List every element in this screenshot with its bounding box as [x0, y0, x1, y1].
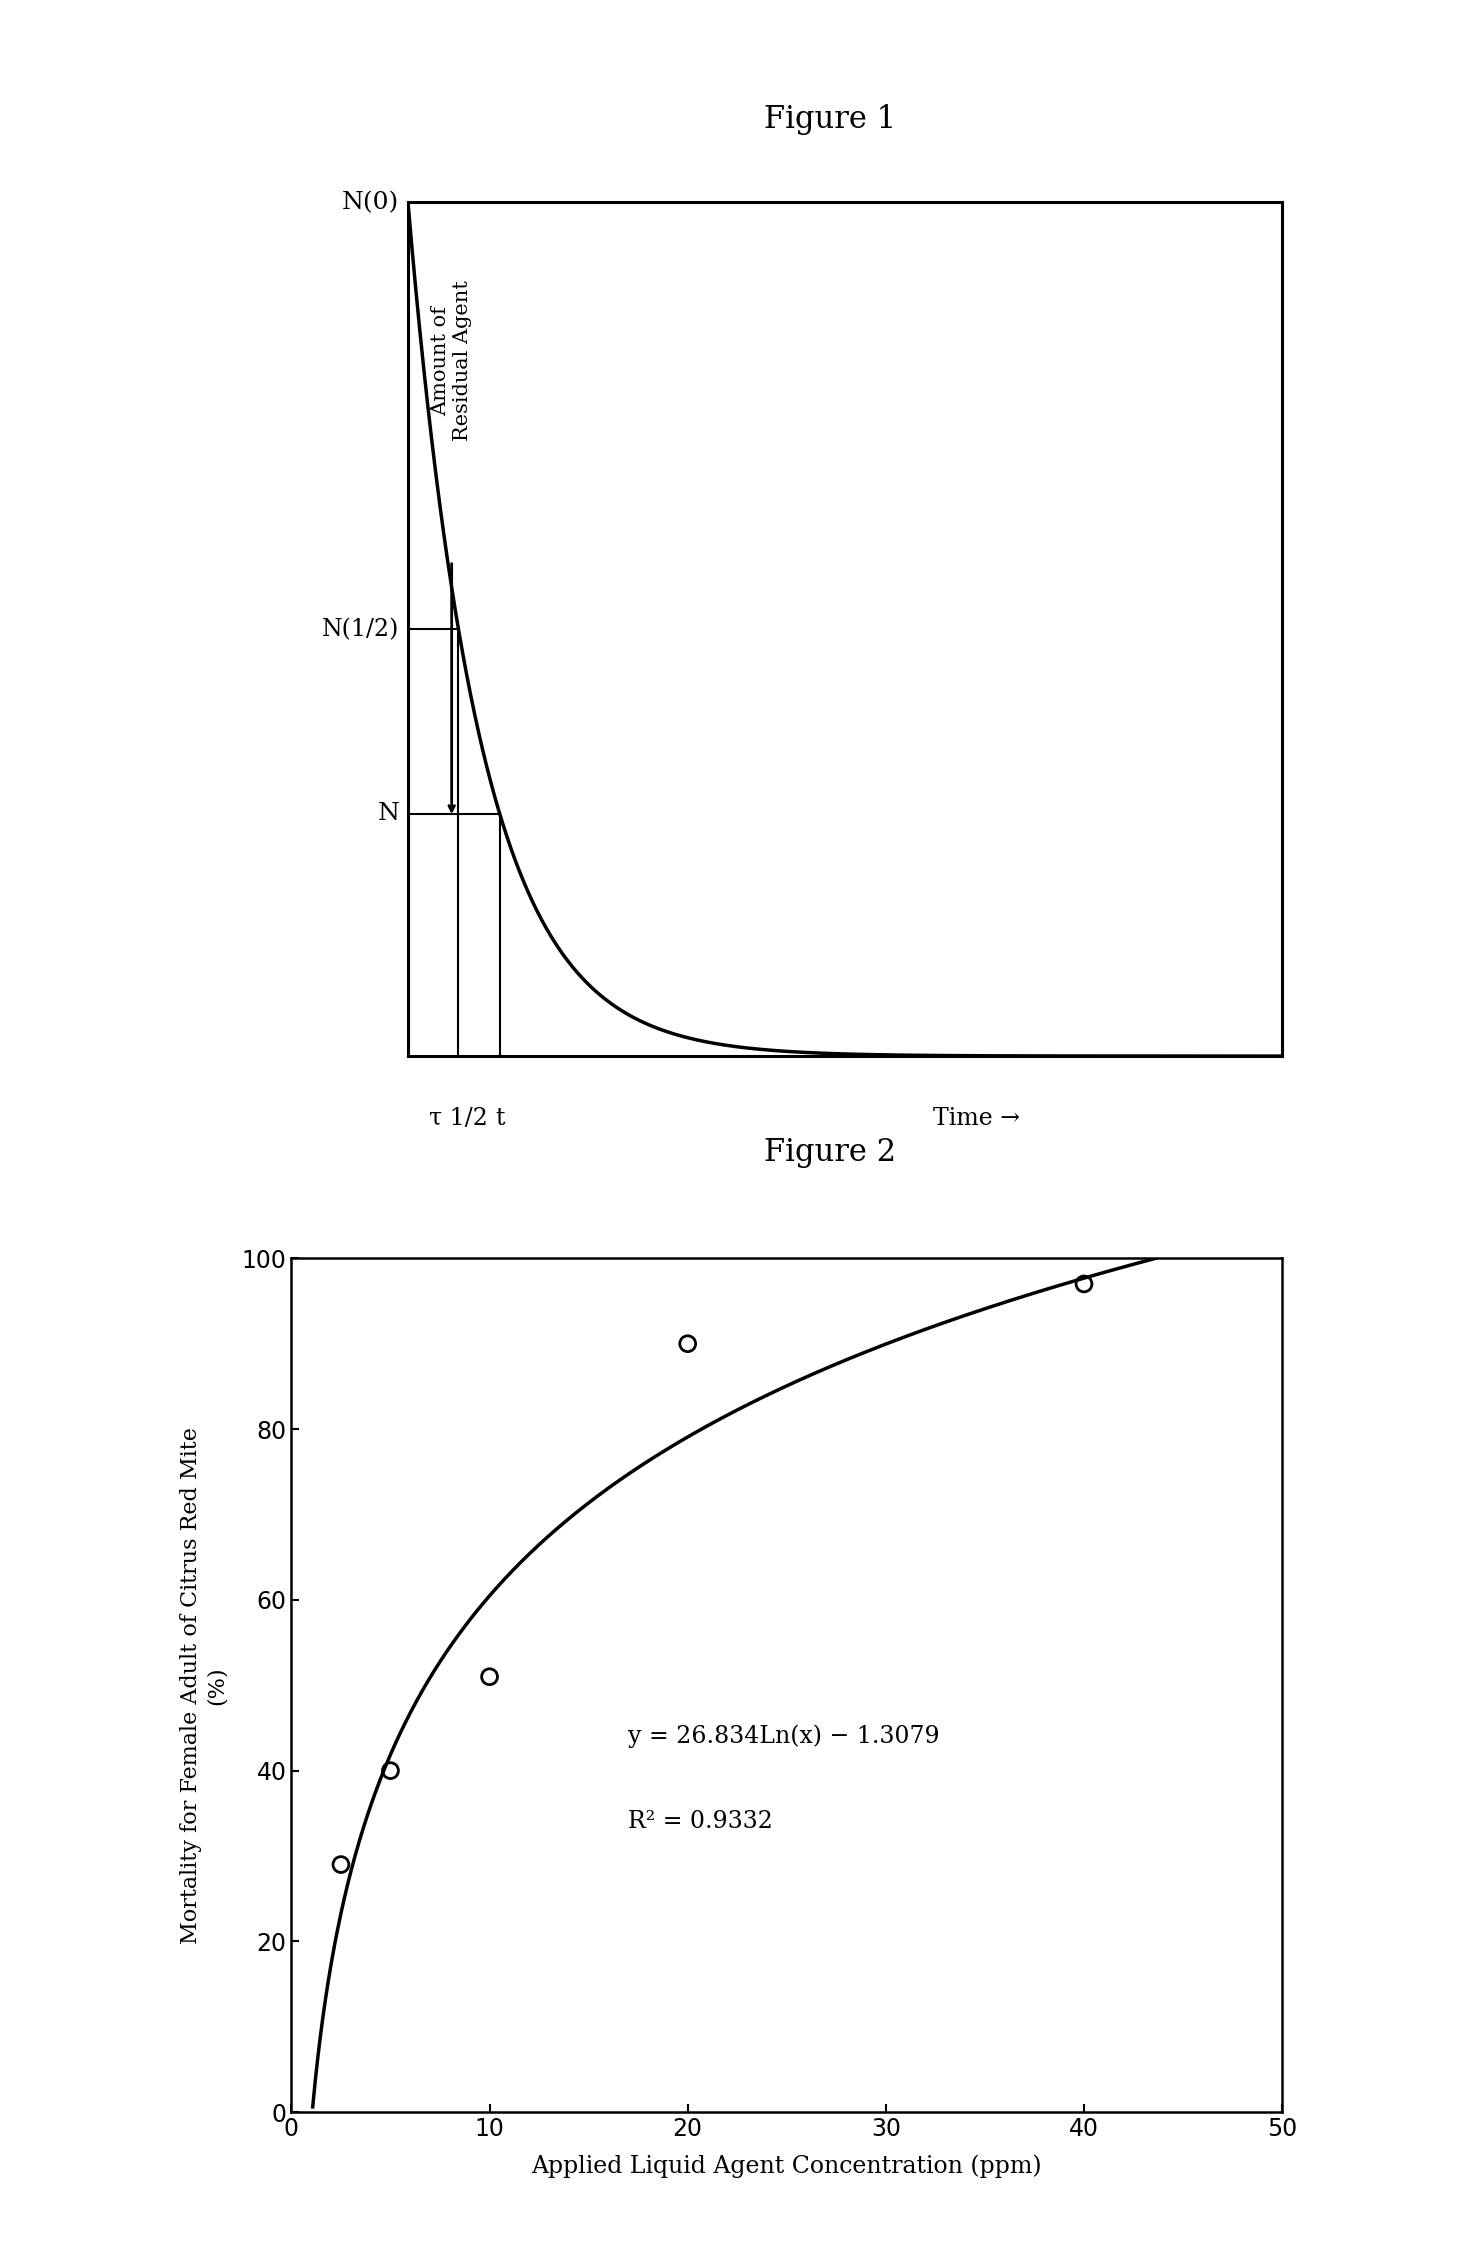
Point — [329, 1847, 353, 1883]
Point — [379, 1753, 402, 1789]
Point — [1072, 1265, 1096, 1301]
Text: N(0): N(0) — [342, 191, 399, 213]
Text: Figure 2: Figure 2 — [765, 1137, 896, 1168]
X-axis label: Applied Liquid Agent Concentration (ppm): Applied Liquid Agent Concentration (ppm) — [532, 2155, 1042, 2177]
Text: y = 26.834Ln(x) − 1.3079: y = 26.834Ln(x) − 1.3079 — [628, 1726, 940, 1748]
Y-axis label: Mortality for Female Adult of Citrus Red Mite
(%): Mortality for Female Adult of Citrus Red… — [181, 1427, 227, 1944]
Text: N(1/2): N(1/2) — [322, 618, 399, 640]
Text: Amount of
Residual Agent: Amount of Residual Agent — [431, 281, 472, 440]
Point — [676, 1326, 699, 1362]
Text: Figure 1: Figure 1 — [765, 103, 896, 135]
Text: N: N — [377, 802, 399, 825]
Text: Time →: Time → — [932, 1108, 1020, 1130]
Text: t: t — [495, 1108, 504, 1130]
Text: τ 1/2: τ 1/2 — [428, 1108, 488, 1130]
Point — [478, 1658, 501, 1694]
Text: R² = 0.9332: R² = 0.9332 — [628, 1811, 774, 1834]
